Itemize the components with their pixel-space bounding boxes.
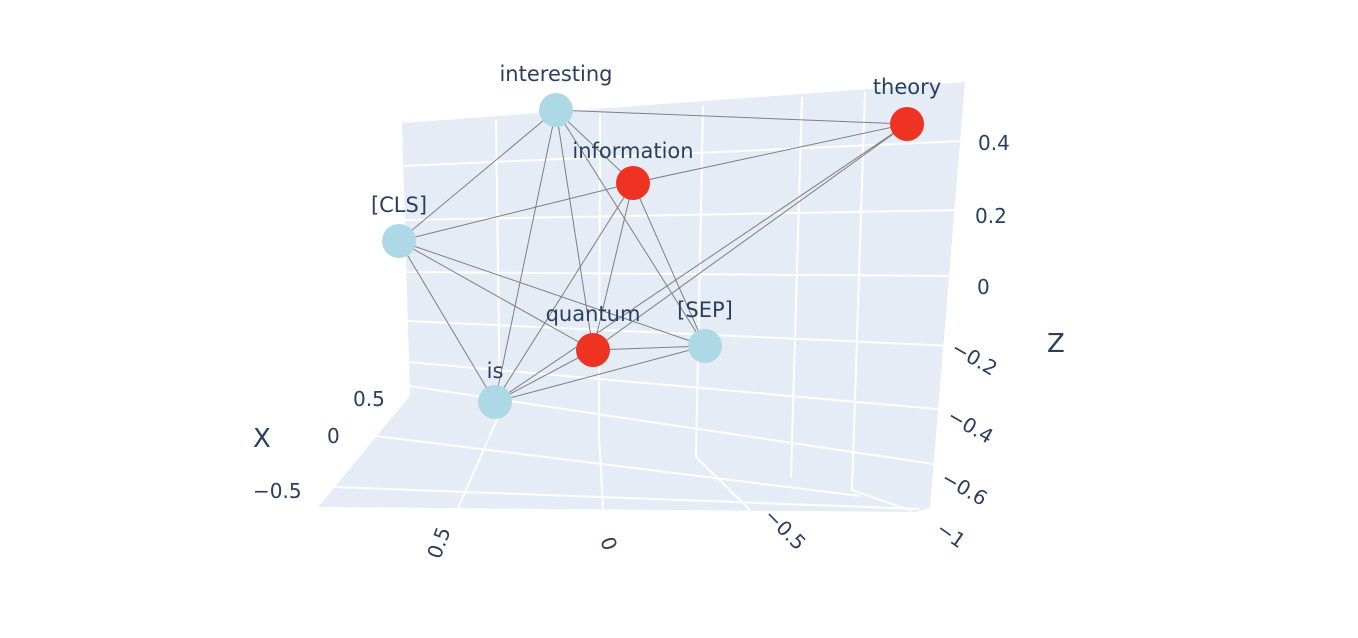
node-label: interesting: [499, 62, 612, 86]
node-marker[interactable]: [382, 224, 416, 258]
edge-line: [494, 345, 706, 403]
node-marker[interactable]: [478, 385, 512, 419]
back-pane-gridlines: [403, 91, 964, 491]
z-tick: −0.6: [938, 466, 992, 511]
edge-line: [494, 349, 594, 403]
edge-line: [398, 240, 496, 403]
node-label: is: [487, 359, 504, 383]
edge-line: [592, 123, 908, 351]
edge-line: [555, 109, 594, 351]
edge-line: [632, 123, 908, 184]
y-tick: 0.5: [422, 524, 455, 562]
y-axis-ticks: 0.5 0 −0.5 −1: [422, 504, 970, 562]
node-label: quantum: [546, 302, 641, 326]
edge-line: [398, 182, 634, 242]
node-label: theory: [873, 75, 941, 99]
edge-line: [494, 182, 634, 403]
x-tick: 0.5: [353, 387, 385, 411]
z-tick: −0.4: [944, 404, 998, 449]
node-marker[interactable]: [539, 93, 573, 127]
z-tick: 0.4: [978, 131, 1010, 155]
edge-line: [592, 182, 634, 351]
z-tick: −0.2: [948, 336, 1002, 381]
y-tick: −1: [932, 516, 970, 553]
edge-line: [398, 240, 706, 347]
edge-line: [494, 109, 557, 403]
node-label: information: [572, 139, 693, 163]
edge-line: [398, 109, 557, 242]
node-layer: [CLS] interesting theory information quantum…: [371, 62, 941, 419]
node-marker[interactable]: [616, 166, 650, 200]
x-tick: 0: [327, 424, 340, 448]
edge-line: [632, 182, 706, 347]
x-tick: −0.5: [253, 479, 302, 503]
floor-gridlines: [316, 393, 921, 512]
edge-layer: [398, 109, 908, 403]
node-marker[interactable]: [890, 107, 924, 141]
y-tick: 0: [595, 534, 622, 554]
y-tick: −0.5: [759, 504, 810, 555]
edge-line: [592, 345, 706, 351]
node-marker[interactable]: [688, 329, 722, 363]
edge-line: [555, 109, 706, 347]
edge-line: [494, 123, 908, 403]
edge-line: [555, 109, 908, 125]
x-axis-ticks: 0.5 0 −0.5: [253, 387, 385, 503]
back-pane: [402, 82, 965, 508]
node-marker[interactable]: [576, 333, 610, 367]
x-axis-title: X: [253, 424, 271, 454]
node-label: [SEP]: [677, 298, 733, 322]
z-tick: 0.2: [975, 204, 1007, 228]
z-tick: 0: [977, 275, 990, 299]
edge-line: [555, 109, 634, 184]
node-label: [CLS]: [371, 193, 427, 217]
edge-line: [398, 240, 594, 351]
z-axis-title: Z: [1047, 329, 1065, 359]
